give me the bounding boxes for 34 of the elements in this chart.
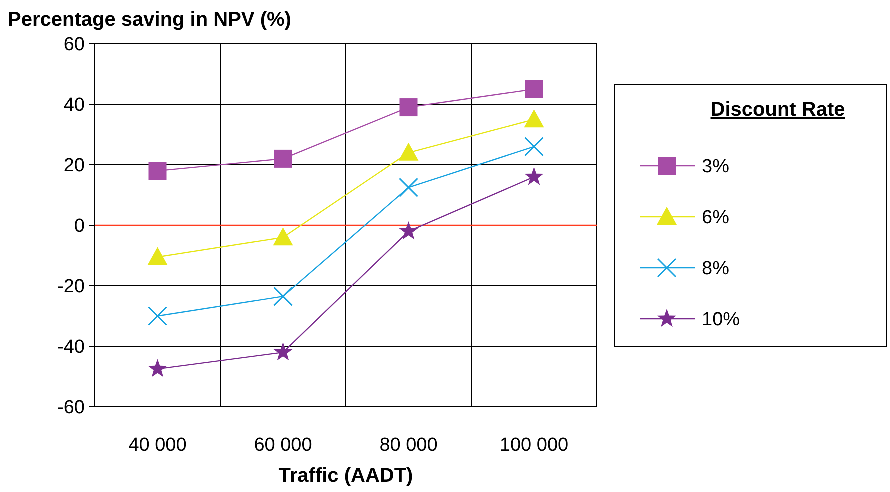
x-axis-title: Traffic (AADT): [278, 465, 414, 487]
point: [399, 222, 418, 240]
x-tick-label: 40 000: [128, 435, 187, 456]
point: [148, 247, 168, 266]
legend-label: 10%: [702, 310, 740, 331]
y-axis-title: Percentage saving in NPV (%): [8, 9, 292, 31]
point: [148, 162, 167, 180]
y-tick-label: 20: [64, 156, 85, 177]
point: [398, 142, 419, 161]
legend-label: 6%: [702, 208, 730, 229]
y-tick-label: -20: [58, 276, 85, 298]
x-tick-label: 60 000: [254, 435, 312, 456]
point: [524, 137, 544, 157]
x-tick-label: 80 000: [380, 435, 438, 456]
point: [148, 306, 168, 326]
point: [399, 178, 418, 198]
point: [273, 228, 294, 246]
point: [400, 98, 418, 117]
point: [274, 342, 293, 361]
point: [148, 359, 168, 378]
x-tick-label: 100 000: [500, 435, 569, 456]
legend-label: 8%: [702, 258, 730, 280]
y-tick-label: -60: [58, 398, 85, 419]
legend-label: 3%: [702, 156, 730, 178]
y-tick-label: 40: [64, 95, 85, 116]
point: [524, 167, 544, 186]
y-tick-label: -40: [58, 337, 85, 358]
point: [274, 286, 293, 306]
point: [524, 110, 544, 128]
point: [274, 150, 292, 168]
y-tick-label: 60: [64, 34, 85, 56]
legend-title: Discount Rate: [710, 99, 846, 121]
y-tick-label: 0: [74, 216, 85, 238]
point: [525, 80, 544, 98]
